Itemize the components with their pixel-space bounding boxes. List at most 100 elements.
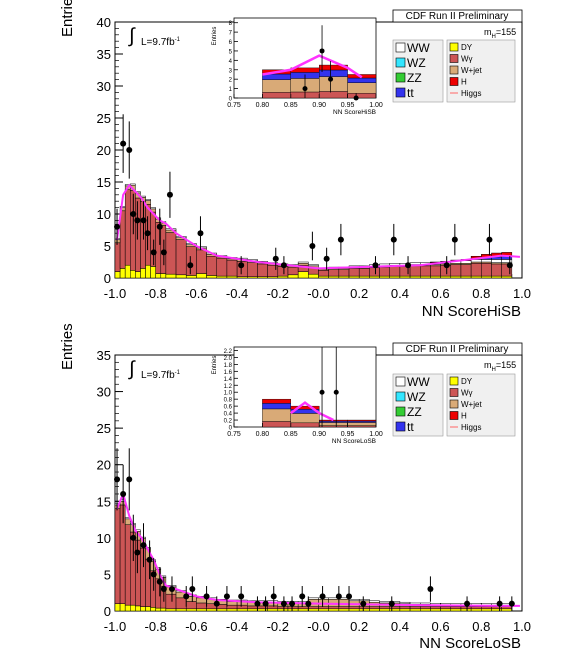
x-tick-label: -0.2 bbox=[267, 619, 289, 634]
x-tick-label: -1.0 bbox=[104, 286, 126, 301]
inset-y-tick-label: 0.6 bbox=[224, 405, 233, 411]
inset-data-point bbox=[319, 389, 325, 395]
inset-bar bbox=[319, 69, 348, 77]
bar-DY bbox=[145, 264, 151, 279]
bar-DY bbox=[247, 608, 258, 612]
bar-DY bbox=[440, 275, 452, 279]
inset-bar bbox=[347, 82, 377, 94]
x-tick-label: 1.0 bbox=[513, 286, 531, 301]
bar-DY bbox=[348, 608, 360, 612]
y-tick-label: 25 bbox=[97, 111, 111, 126]
inset-y-tick-label: 5 bbox=[229, 49, 233, 55]
inset-bar bbox=[319, 420, 348, 423]
bar-W bbox=[287, 266, 299, 276]
inset-bar bbox=[262, 398, 291, 404]
inset-y-tick-label: 1.8 bbox=[224, 363, 233, 369]
x-tick-label: -0.0 bbox=[307, 286, 329, 301]
bar-DY bbox=[491, 608, 502, 612]
data-point bbox=[238, 593, 245, 600]
inset-y-tick-label: 1.2 bbox=[224, 384, 233, 390]
data-point bbox=[319, 593, 326, 600]
bar-W bbox=[389, 606, 401, 610]
bar-W bbox=[165, 232, 177, 275]
inset-data-point bbox=[319, 48, 325, 54]
bar-DY bbox=[450, 608, 462, 612]
bar-DY bbox=[470, 275, 482, 279]
legend-swatch bbox=[449, 399, 459, 409]
inset-y-axis-title: Entries bbox=[212, 27, 218, 46]
data-point bbox=[189, 586, 196, 593]
bar-DY bbox=[450, 275, 462, 279]
data-point bbox=[140, 217, 147, 224]
lumi-label: L=9.7fb-1 bbox=[141, 370, 181, 381]
inset-y-tick-label: 0 bbox=[229, 97, 233, 103]
bar-W bbox=[267, 605, 279, 610]
legend-label: Wγ bbox=[461, 55, 473, 64]
bar-W bbox=[348, 268, 360, 277]
title-box bbox=[392, 9, 523, 23]
y-axis-title: Entries bbox=[59, 0, 76, 37]
data-point bbox=[150, 571, 157, 578]
inset-bar bbox=[347, 422, 377, 426]
bar-WW bbox=[491, 259, 502, 263]
legend-label: DY bbox=[461, 43, 473, 52]
bar-W bbox=[430, 606, 441, 610]
data-point bbox=[427, 586, 434, 593]
bar-W+jet bbox=[297, 263, 309, 266]
bar-W bbox=[247, 605, 258, 610]
legend-swatch bbox=[449, 388, 459, 397]
inset-bar bbox=[290, 413, 320, 424]
bar-W bbox=[501, 606, 513, 610]
bar-DY bbox=[226, 608, 238, 612]
y-tick-label: 10 bbox=[97, 207, 111, 222]
bar-W bbox=[185, 601, 197, 610]
bar-DY bbox=[338, 275, 350, 279]
data-point bbox=[223, 593, 230, 600]
bar-W bbox=[420, 265, 431, 277]
bar-DY bbox=[124, 264, 131, 279]
bar-DY bbox=[160, 607, 167, 612]
bar-W bbox=[470, 606, 482, 610]
data-point bbox=[309, 243, 316, 249]
data-point bbox=[120, 140, 127, 147]
data-point bbox=[120, 490, 127, 497]
bar-W bbox=[297, 606, 309, 610]
bar-W bbox=[328, 606, 340, 610]
legend-label: tt bbox=[407, 86, 414, 100]
bar-DY bbox=[277, 275, 289, 279]
x-tick-label: 0.4 bbox=[391, 619, 409, 634]
bar-W bbox=[124, 189, 131, 266]
inset-y-tick-label: 6 bbox=[229, 40, 233, 46]
x-tick-label: -1.0 bbox=[104, 619, 126, 634]
inset-x-tick-label: 0.90 bbox=[312, 431, 326, 438]
lumi-label: L=9.7fb-1 bbox=[141, 37, 181, 48]
inset-bar bbox=[262, 403, 291, 410]
bar-WW bbox=[130, 183, 136, 186]
data-point bbox=[464, 600, 471, 607]
bar-DY bbox=[491, 275, 502, 279]
data-point bbox=[323, 255, 330, 262]
bar-W bbox=[130, 531, 136, 606]
x-tick-label: -0.6 bbox=[185, 619, 207, 634]
bar-W bbox=[308, 606, 319, 610]
bar-DY bbox=[318, 275, 329, 279]
bar-W bbox=[277, 606, 289, 610]
panel-bottom: CDF Run II Preliminary Entries NN ScoreL… bbox=[59, 323, 531, 652]
inset-data-point bbox=[333, 389, 339, 395]
bar-DY bbox=[140, 268, 146, 279]
bar-W bbox=[338, 269, 350, 277]
axis-ticks: -1.0 -0.8 -0.6 -0.4 -0.2 -0.0 0.2 0.4 0.6 0.8 1.00… bbox=[97, 15, 532, 301]
x-tick-label: 0.8 bbox=[472, 286, 490, 301]
data-point bbox=[443, 262, 450, 269]
x-tick-label: -0.8 bbox=[144, 286, 166, 301]
y-tick-label: 30 bbox=[97, 385, 111, 400]
bar-W bbox=[287, 606, 299, 610]
legend-label: DY bbox=[461, 377, 473, 386]
inset-y-tick-label: 2.0 bbox=[224, 356, 233, 362]
legend-swatch bbox=[449, 42, 459, 52]
bar-DY bbox=[420, 275, 431, 279]
inset-bar bbox=[290, 422, 320, 428]
bar-W bbox=[450, 606, 462, 610]
y-tick-label: 0 bbox=[104, 271, 111, 286]
